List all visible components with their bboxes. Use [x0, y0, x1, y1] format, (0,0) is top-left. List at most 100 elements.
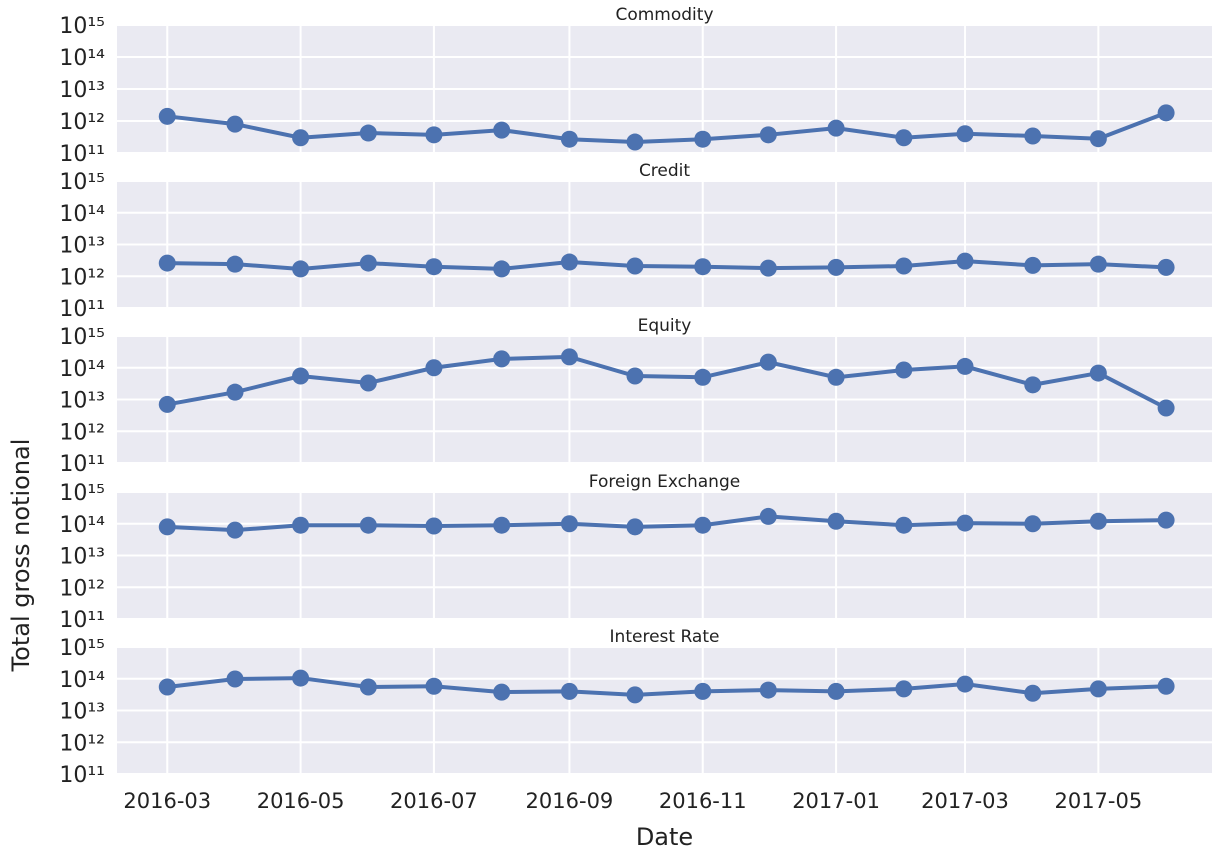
x-tick-label: 2017-03	[921, 789, 1009, 813]
data-point	[1089, 364, 1107, 382]
y-tick-label: 10¹²	[59, 731, 105, 756]
panel-title: Commodity	[615, 5, 713, 25]
data-point	[292, 669, 310, 687]
data-point	[292, 516, 310, 534]
data-point	[1024, 256, 1042, 274]
y-tick-label: 10¹¹	[59, 297, 105, 322]
y-tick-label: 10¹⁵	[59, 325, 105, 350]
y-tick-label: 10¹¹	[59, 142, 105, 167]
data-point	[759, 126, 777, 144]
y-tick-label: 10¹⁵	[59, 14, 105, 39]
data-point	[1157, 511, 1175, 529]
data-point	[359, 374, 377, 392]
data-point	[226, 255, 244, 273]
data-point	[425, 517, 443, 535]
data-point	[895, 680, 913, 698]
x-tick-label: 2016-05	[257, 789, 345, 813]
panel-title: Equity	[638, 316, 692, 336]
data-point	[493, 683, 511, 701]
data-point	[626, 367, 644, 385]
data-point	[956, 514, 974, 532]
y-tick-label: 10¹²	[59, 576, 105, 601]
y-tick-label: 10¹¹	[59, 608, 105, 633]
y-tick-label: 10¹⁴	[59, 668, 105, 693]
data-point	[560, 682, 578, 700]
data-point	[359, 254, 377, 272]
data-point	[827, 368, 845, 386]
y-tick-label: 10¹³	[59, 234, 105, 259]
data-line	[167, 110, 1167, 145]
data-point	[292, 260, 310, 278]
y-tick-label: 10¹³	[59, 78, 105, 103]
data-point	[1089, 255, 1107, 273]
data-point	[493, 516, 511, 534]
data-point	[1157, 677, 1175, 695]
x-axis-label: Date	[636, 823, 693, 851]
y-tick-label: 10¹¹	[59, 452, 105, 477]
data-point	[1157, 104, 1175, 122]
data-point	[626, 686, 644, 704]
x-tick-label: 2016-03	[123, 789, 211, 813]
data-point	[560, 348, 578, 366]
data-point	[827, 682, 845, 700]
data-point	[359, 678, 377, 696]
y-tick-label: 10¹²	[59, 110, 105, 135]
data-point	[226, 670, 244, 688]
y-tick-label: 10¹⁵	[59, 481, 105, 506]
data-point	[1024, 376, 1042, 394]
data-point	[292, 129, 310, 147]
data-point	[493, 260, 511, 278]
data-point	[560, 253, 578, 271]
data-line	[167, 676, 1167, 697]
x-tick-label: 2016-11	[659, 789, 747, 813]
data-point	[493, 350, 511, 368]
data-point	[759, 681, 777, 699]
data-line	[166, 354, 1168, 410]
y-axis-label: Total gross notional	[7, 439, 35, 673]
data-point	[359, 516, 377, 534]
data-point	[956, 252, 974, 270]
data-point	[1089, 130, 1107, 148]
data-point	[956, 125, 974, 143]
data-point	[425, 677, 443, 695]
data-point	[425, 126, 443, 144]
data-point	[895, 516, 913, 534]
y-tick-label: 10¹⁴	[59, 357, 105, 382]
y-tick-label: 10¹⁴	[59, 513, 105, 538]
data-point	[694, 516, 712, 534]
x-tick-label: 2016-09	[526, 789, 614, 813]
panel-title: Interest Rate	[610, 627, 720, 647]
data-point	[425, 258, 443, 276]
data-point	[158, 254, 176, 272]
data-point	[626, 133, 644, 151]
data-point	[759, 353, 777, 371]
data-point	[895, 361, 913, 379]
data-point	[226, 115, 244, 133]
data-point	[493, 121, 511, 139]
data-point	[226, 383, 244, 401]
panel-title: Foreign Exchange	[589, 472, 740, 492]
data-point	[158, 395, 176, 413]
panel-title: Credit	[639, 161, 690, 181]
y-tick-label: 10¹²	[59, 265, 105, 290]
data-point	[694, 130, 712, 148]
data-point	[292, 367, 310, 385]
data-point	[226, 521, 244, 539]
y-tick-label: 10¹³	[59, 389, 105, 414]
data-point	[1089, 512, 1107, 530]
data-line	[167, 514, 1167, 533]
data-point	[827, 119, 845, 137]
data-point	[827, 258, 845, 276]
y-tick-label: 10¹³	[59, 545, 105, 570]
data-point	[158, 107, 176, 125]
y-tick-label: 10¹³	[59, 700, 105, 725]
data-point	[895, 257, 913, 275]
data-point	[1089, 680, 1107, 698]
y-tick-label: 10¹¹	[59, 763, 105, 788]
data-point	[694, 368, 712, 386]
data-point	[158, 518, 176, 536]
data-point	[1157, 399, 1175, 417]
data-point	[827, 512, 845, 530]
